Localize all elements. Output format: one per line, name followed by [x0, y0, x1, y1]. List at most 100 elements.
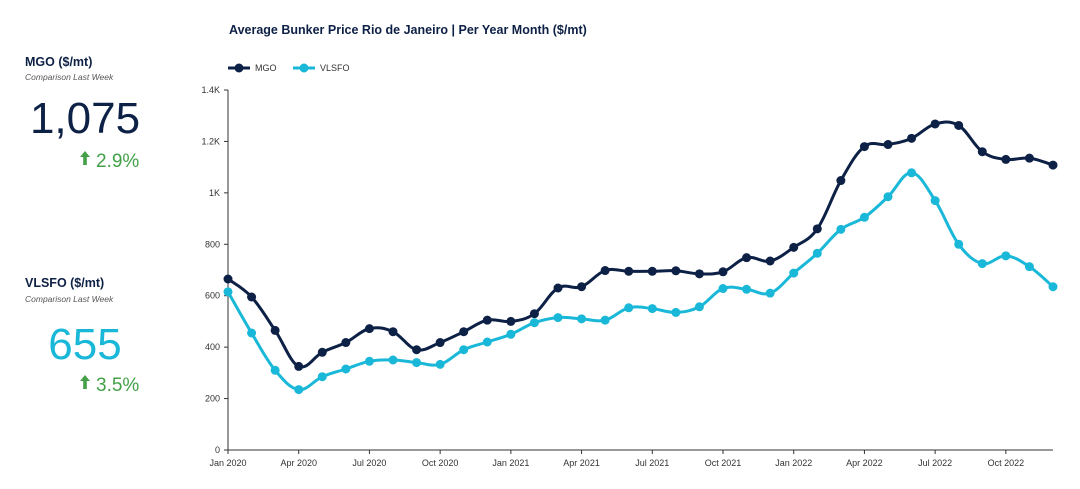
data-point-mgo: [907, 133, 917, 143]
kpi-mgo-subtitle: Comparison Last Week: [25, 72, 114, 82]
data-point-mgo: [459, 327, 469, 337]
data-point-mgo: [247, 292, 257, 302]
kpi-vlsfo-change: 3.5%: [80, 374, 139, 396]
x-tick-label: Jul 2021: [635, 458, 669, 468]
data-point-vlsfo: [553, 313, 563, 323]
data-point-mgo: [341, 338, 351, 348]
data-point-mgo: [671, 266, 681, 276]
data-point-vlsfo: [223, 287, 233, 297]
y-tick-label: 600: [205, 291, 220, 301]
data-point-mgo: [977, 147, 987, 157]
series-mgo: [223, 119, 1058, 371]
series-vlsfo: [223, 168, 1058, 395]
arrow-up-icon: [80, 150, 90, 170]
data-point-vlsfo: [506, 329, 516, 339]
y-tick-label: 200: [205, 394, 220, 404]
y-axis: 0 200 400 600 800 1K 1.2K 1.4K: [201, 85, 229, 455]
data-point-mgo: [624, 266, 634, 276]
data-point-mgo: [577, 282, 587, 292]
legend-label: VLSFO: [320, 63, 350, 73]
y-tick-label: 1.4K: [201, 85, 220, 95]
data-point-mgo: [694, 269, 704, 279]
data-point-vlsfo: [789, 268, 799, 278]
data-point-mgo: [270, 325, 280, 335]
y-tick-label: 0: [215, 445, 220, 455]
data-point-vlsfo: [647, 304, 657, 314]
data-point-mgo: [1024, 153, 1034, 163]
kpi-vlsfo-title: VLSFO ($/mt): [25, 276, 105, 290]
data-point-vlsfo: [907, 168, 917, 178]
kpi-vlsfo-value: 655: [48, 320, 122, 369]
data-point-mgo: [647, 266, 657, 276]
data-point-mgo: [506, 316, 516, 326]
data-point-vlsfo: [765, 288, 775, 298]
data-point-vlsfo: [1048, 282, 1058, 292]
data-point-vlsfo: [1001, 251, 1011, 261]
legend-swatch-marker: [234, 63, 244, 73]
arrow-up-icon: [80, 374, 90, 394]
kpi-vlsfo-change-value: 3.5%: [96, 375, 140, 396]
legend-item-vlsfo: VLSFO: [293, 63, 350, 73]
data-point-mgo: [223, 274, 233, 284]
data-point-vlsfo: [977, 259, 987, 269]
legend-item-mgo: MGO: [228, 63, 277, 73]
data-point-vlsfo: [247, 328, 257, 338]
data-point-vlsfo: [600, 315, 610, 325]
kpi-mgo-change: 2.9%: [80, 150, 139, 172]
data-point-vlsfo: [624, 303, 634, 313]
data-point-vlsfo: [317, 372, 327, 382]
x-tick-label: Oct 2020: [422, 458, 459, 468]
data-point-mgo: [718, 267, 728, 277]
data-point-vlsfo: [836, 224, 846, 234]
series-line-mgo: [227, 120, 1054, 369]
data-point-mgo: [742, 253, 752, 263]
data-point-vlsfo: [577, 314, 587, 324]
data-point-vlsfo: [954, 239, 964, 249]
y-tick-label: 1.2K: [201, 136, 220, 146]
data-point-mgo: [954, 120, 964, 130]
kpi-mgo-value: 1,075: [29, 94, 141, 143]
x-tick-label: Jan 2020: [209, 458, 246, 468]
data-point-vlsfo: [694, 302, 704, 312]
data-point-vlsfo: [459, 345, 469, 355]
chart-legend: MGO VLSFO: [228, 63, 350, 73]
data-point-mgo: [600, 266, 610, 276]
data-point-mgo: [294, 361, 304, 371]
data-point-mgo: [859, 142, 869, 152]
data-point-vlsfo: [412, 358, 422, 368]
data-point-vlsfo: [930, 196, 940, 206]
legend-swatch-marker: [299, 63, 309, 73]
data-point-mgo: [836, 176, 846, 186]
y-tick-label: 800: [205, 239, 220, 249]
legend-label: MGO: [255, 63, 277, 73]
data-point-mgo: [435, 338, 445, 348]
x-tick-label: Jul 2022: [918, 458, 952, 468]
data-point-vlsfo: [341, 364, 351, 374]
data-point-vlsfo: [883, 192, 893, 202]
data-point-vlsfo: [482, 337, 492, 347]
series-line-vlsfo: [226, 171, 1054, 392]
data-point-vlsfo: [529, 318, 539, 328]
data-point-mgo: [1001, 154, 1011, 164]
data-point-vlsfo: [270, 365, 280, 375]
x-tick-label: Apr 2021: [563, 458, 600, 468]
x-tick-label: Apr 2020: [280, 458, 317, 468]
data-point-mgo: [1048, 160, 1058, 170]
data-point-mgo: [388, 327, 398, 337]
data-point-vlsfo: [294, 385, 304, 395]
data-point-vlsfo: [1024, 262, 1034, 272]
x-tick-label: Jan 2021: [492, 458, 529, 468]
data-point-vlsfo: [364, 356, 374, 366]
data-point-vlsfo: [742, 284, 752, 294]
kpi-mgo-change-value: 2.9%: [96, 151, 140, 172]
data-point-vlsfo: [859, 212, 869, 222]
data-point-mgo: [364, 324, 374, 334]
data-point-vlsfo: [718, 284, 728, 294]
series-layer: [223, 119, 1058, 395]
x-tick-label: Oct 2022: [988, 458, 1025, 468]
data-point-mgo: [482, 315, 492, 325]
data-point-mgo: [765, 256, 775, 266]
data-point-vlsfo: [388, 355, 398, 365]
x-tick-label: Apr 2022: [846, 458, 883, 468]
